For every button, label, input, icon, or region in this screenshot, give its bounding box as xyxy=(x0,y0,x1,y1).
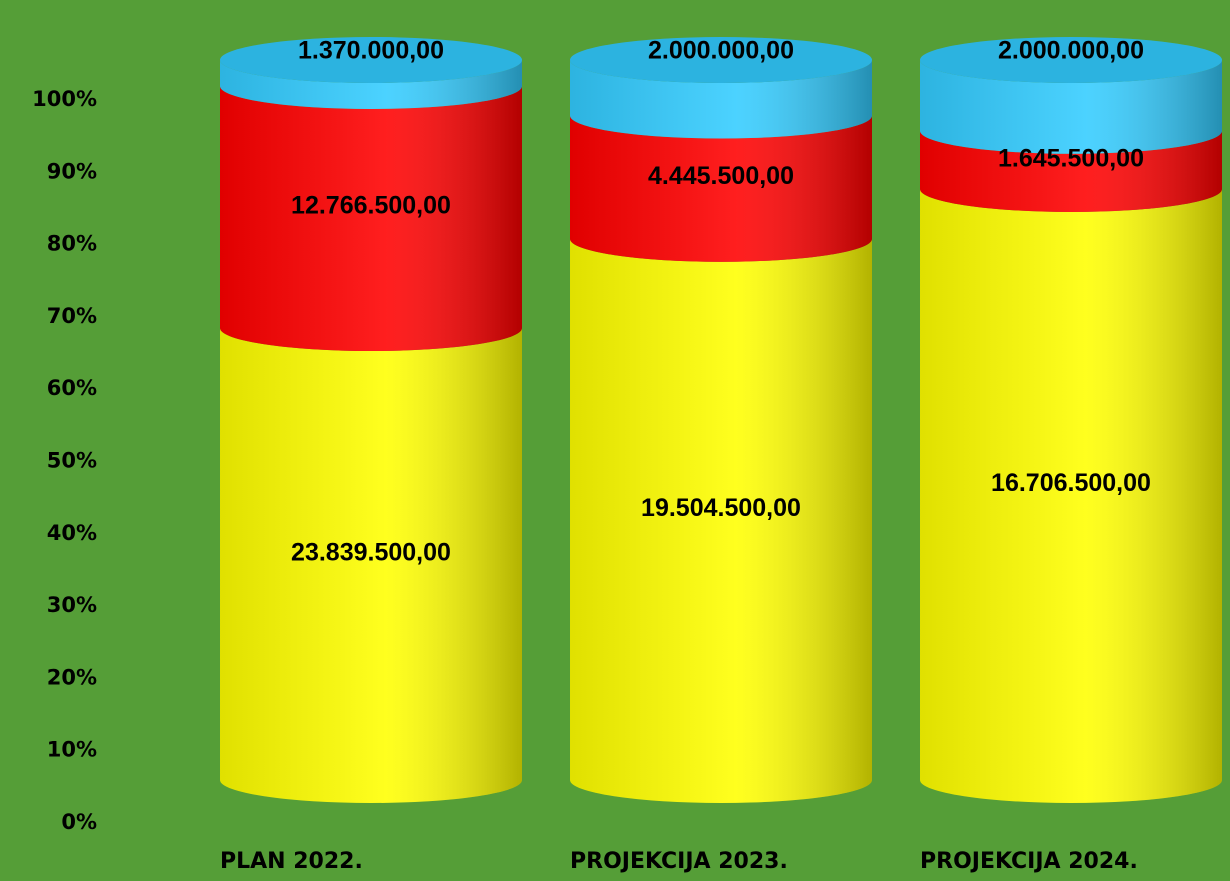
cylinder-top xyxy=(570,37,872,83)
cylinder-top-shade xyxy=(220,37,522,83)
cylinder-top xyxy=(220,37,522,83)
segment-shade xyxy=(920,60,1222,154)
data-label: 19.504.500,00 xyxy=(641,494,801,522)
x-tick-label: PLAN 2022. xyxy=(220,849,363,874)
y-tick-label: 0% xyxy=(61,810,97,834)
x-tick-label: PROJEKCIJA 2023. xyxy=(570,849,788,874)
data-label: 1.370.000,00 xyxy=(298,37,444,65)
x-tick-label: PROJEKCIJA 2024. xyxy=(920,849,1138,874)
y-tick-label: 20% xyxy=(47,665,97,689)
segment-shade xyxy=(570,115,872,262)
data-label: 16.706.500,00 xyxy=(991,469,1151,497)
data-label: 2.000.000,00 xyxy=(998,37,1144,65)
segment-shade xyxy=(570,60,872,139)
segment-shade xyxy=(220,328,522,803)
data-label: 23.839.500,00 xyxy=(291,539,451,567)
data-label: 12.766.500,00 xyxy=(291,192,451,220)
y-tick-label: 80% xyxy=(47,232,97,256)
segment-shade xyxy=(220,60,522,109)
data-label: 2.000.000,00 xyxy=(648,37,794,65)
data-label: 4.445.500,00 xyxy=(648,162,794,190)
y-tick-label: 40% xyxy=(47,521,97,545)
cylinder-top-shade xyxy=(920,37,1222,83)
y-tick-label: 100% xyxy=(32,87,97,111)
cylinder-top-shade xyxy=(570,37,872,83)
y-tick-label: 70% xyxy=(47,304,97,328)
data-label: 1.645.500,00 xyxy=(998,144,1144,172)
y-tick-label: 50% xyxy=(47,449,97,473)
cylinder-top xyxy=(920,37,1222,83)
y-tick-label: 90% xyxy=(47,159,97,183)
y-tick-label: 60% xyxy=(47,376,97,400)
segment-shade xyxy=(920,130,1222,212)
y-tick-label: 10% xyxy=(47,738,97,762)
segment-shade xyxy=(220,85,522,352)
segment-shade xyxy=(570,238,872,803)
y-tick-label: 30% xyxy=(47,593,97,617)
segment-shade xyxy=(920,188,1222,804)
